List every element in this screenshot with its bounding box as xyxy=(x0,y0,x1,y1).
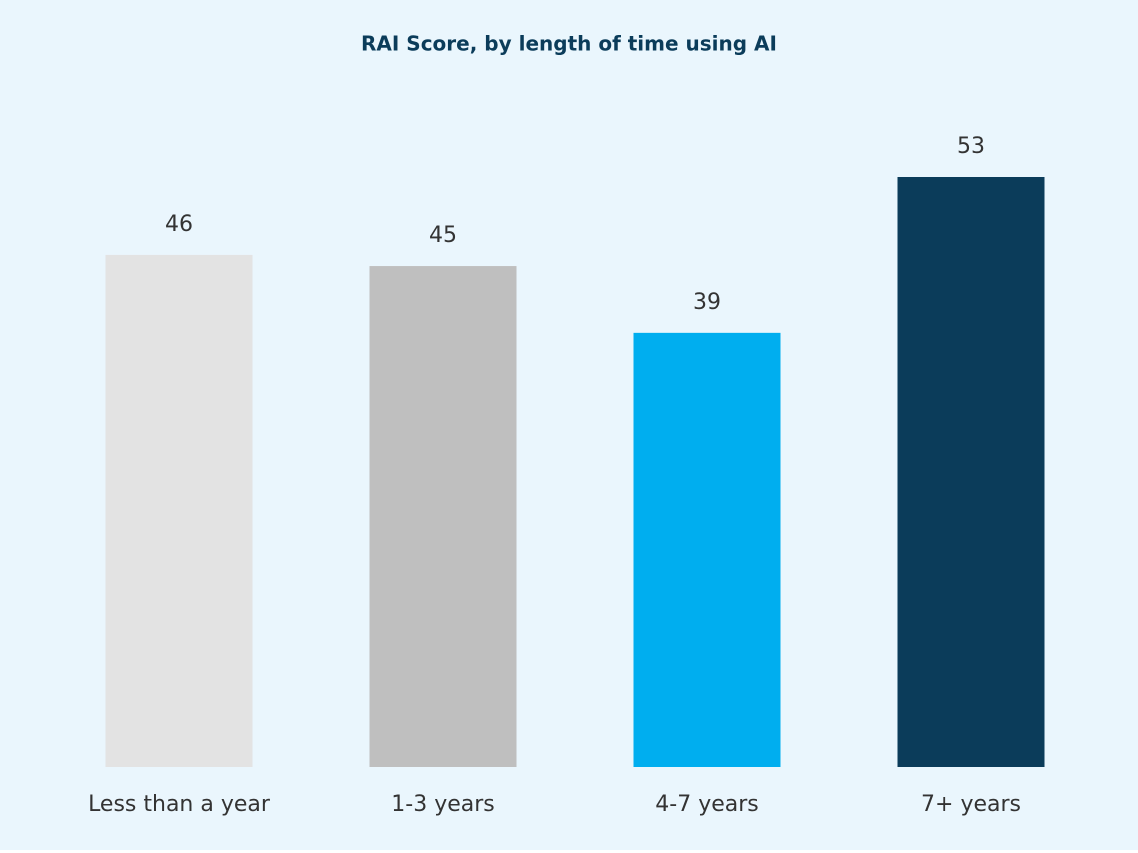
chart-title: RAI Score, by length of time using AI xyxy=(361,32,777,56)
value-label: 53 xyxy=(957,134,985,159)
x-tick-label: 4-7 years xyxy=(655,792,758,817)
value-label: 45 xyxy=(429,223,457,248)
value-label: 39 xyxy=(693,290,721,315)
bar xyxy=(633,332,781,767)
bar xyxy=(369,266,517,767)
bar xyxy=(105,254,253,767)
x-tick-label: 7+ years xyxy=(921,792,1021,817)
value-label: 46 xyxy=(165,212,193,237)
x-tick-label: Less than a year xyxy=(88,792,271,817)
bar xyxy=(897,177,1045,767)
x-tick-label: 1-3 years xyxy=(391,792,494,817)
